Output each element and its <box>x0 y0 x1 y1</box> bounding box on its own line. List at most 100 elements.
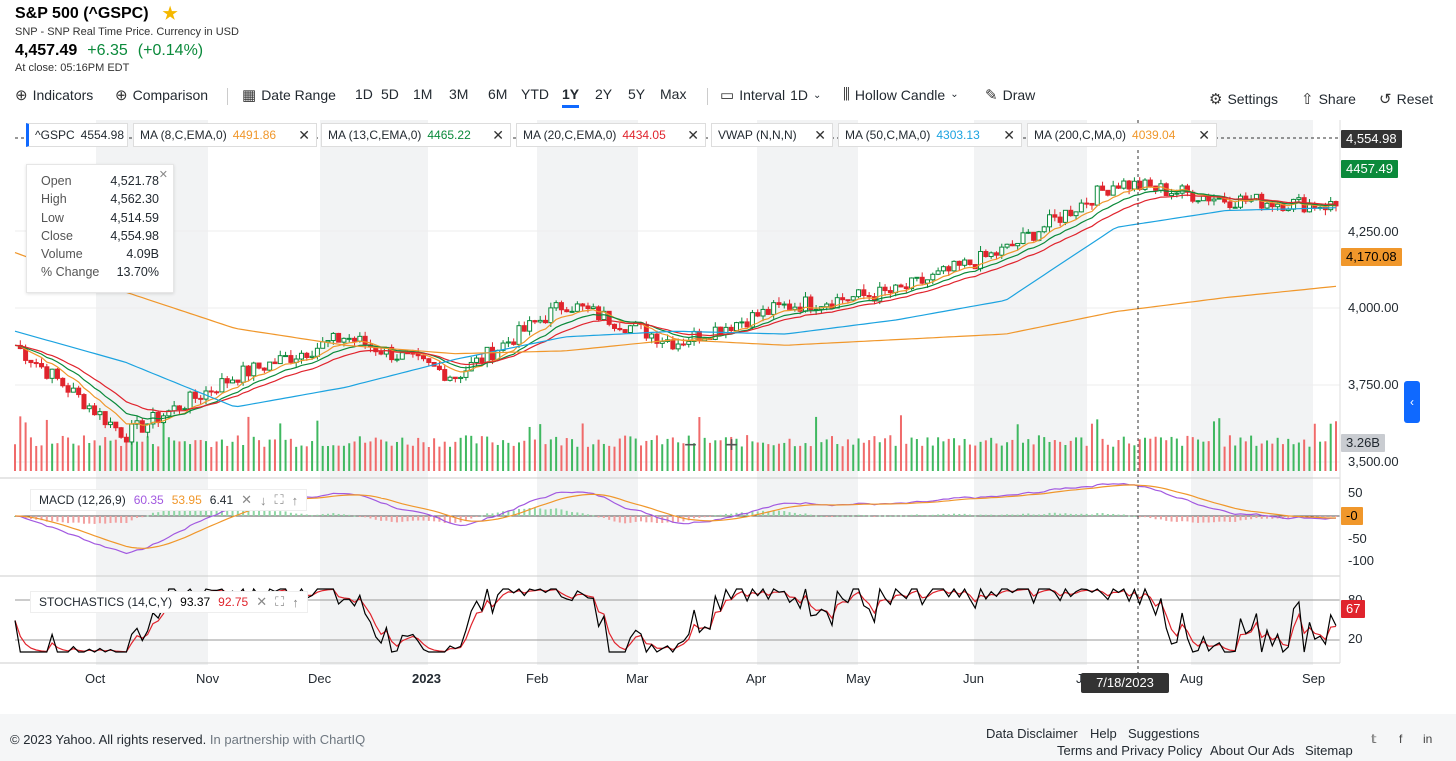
comparison-label: Comparison <box>132 87 209 103</box>
volume-bar <box>1313 423 1316 471</box>
macd-hist-bar <box>56 516 59 522</box>
macd-hist-bar <box>226 507 229 516</box>
ma200-line <box>14 252 1337 355</box>
help-link[interactable]: Help <box>1090 726 1117 741</box>
legend-chip[interactable]: MA (50,C,MA,0) 4303.13 ✕ <box>838 123 1022 147</box>
volume-bar <box>1011 439 1014 471</box>
range-2y[interactable]: 2Y <box>595 86 613 102</box>
range-max[interactable]: Max <box>660 86 687 102</box>
interval-button[interactable]: ▭ Interval 1D ⌄ <box>720 86 821 104</box>
reset-button[interactable]: ↺ Reset <box>1379 90 1433 108</box>
settings-button[interactable]: ⚙ Settings <box>1209 90 1278 108</box>
range-ytd[interactable]: YTD <box>521 86 549 102</box>
price-chart[interactable] <box>0 115 1456 695</box>
range-1y[interactable]: 1Y <box>562 86 580 108</box>
close-icon[interactable]: ✕ <box>158 169 168 181</box>
crosshair-date-tag: 7/18/2023 <box>1081 673 1169 693</box>
close-icon[interactable]: ✕ <box>687 126 699 143</box>
close-icon[interactable]: ✕ <box>298 126 310 143</box>
range-6m[interactable]: 6M <box>488 86 508 102</box>
suggestions-link[interactable]: Suggestions <box>1128 726 1200 741</box>
draw-button[interactable]: ✎ Draw <box>985 86 1035 104</box>
arrow-down-icon[interactable]: ↓ <box>260 492 267 508</box>
arrow-up-icon[interactable]: ↑ <box>291 492 299 508</box>
linkedin-icon[interactable]: in <box>1423 732 1433 746</box>
macd-hist-bar <box>273 511 276 516</box>
share-button[interactable]: ⇧ Share <box>1301 90 1356 108</box>
macd-hist-bar <box>915 514 918 516</box>
arrow-up-icon[interactable]: ↑ <box>292 594 299 610</box>
volume-bar <box>327 446 330 471</box>
macd-hist-bar <box>878 515 881 517</box>
x-axis-label: Feb <box>526 671 549 686</box>
macd-label: MACD (12,26,9) <box>39 493 126 507</box>
volume-bar <box>305 446 308 471</box>
terms-link[interactable]: Terms and Privacy Policy <box>1057 743 1203 758</box>
volume-bar <box>14 444 16 471</box>
legend-chip[interactable]: ^GSPC 4554.98 <box>26 123 128 147</box>
indicators-button[interactable]: ⊕ Indicators <box>15 86 93 104</box>
tooltip-value: 4,514.59 <box>110 210 159 225</box>
range-3m[interactable]: 3M <box>449 86 469 102</box>
zoom-in-button[interactable]: + <box>725 432 738 457</box>
expand-panel-button[interactable]: ‹ <box>1404 381 1420 423</box>
footer-copyright: © 2023 Yahoo. All rights reserved. In pa… <box>10 732 365 747</box>
expand-icon[interactable]: ⛶ <box>275 594 285 609</box>
close-icon[interactable]: ✕ <box>1003 126 1015 143</box>
legend-chip[interactable]: MA (13,C,EMA,0) 4465.22 ✕ <box>321 123 511 147</box>
candle-body <box>1264 202 1270 209</box>
close-icon[interactable]: ✕ <box>256 594 268 609</box>
macd-hist-bar <box>921 515 924 517</box>
macd-hist-bar <box>358 516 361 517</box>
macd-hist-bar <box>899 515 902 517</box>
volume-bar <box>210 446 213 471</box>
data-disclaimer-link[interactable]: Data Disclaimer <box>986 726 1078 741</box>
close-icon[interactable]: ✕ <box>241 492 253 507</box>
volume-bar <box>804 443 807 471</box>
volume-bar <box>136 441 139 471</box>
volume-bar <box>878 442 881 471</box>
volume-bar <box>459 437 462 471</box>
candle-body <box>54 368 60 379</box>
legend-chip[interactable]: VWAP (N,N,N) ✕ <box>711 123 833 147</box>
expand-icon[interactable]: ⛶ <box>274 492 284 507</box>
close-icon[interactable]: ✕ <box>814 126 826 143</box>
candle-body <box>1094 185 1100 206</box>
sitemap-link[interactable]: Sitemap <box>1305 743 1353 758</box>
macd-hist-bar <box>571 512 574 516</box>
volume-bar <box>1032 444 1035 471</box>
candle-body <box>97 411 103 416</box>
macd-hist-bar <box>311 515 314 517</box>
candle-body <box>1227 201 1233 208</box>
range-5d[interactable]: 5D <box>381 86 399 102</box>
candle-body <box>484 346 490 363</box>
close-icon[interactable]: ✕ <box>1198 126 1210 143</box>
about-ads-link[interactable]: About Our Ads <box>1210 743 1295 758</box>
chart-type-button[interactable]: ⫼ Hollow Candle ⌄ <box>843 86 959 103</box>
volume-bar <box>449 446 452 471</box>
close-icon[interactable]: ✕ <box>492 126 504 143</box>
volume-bar <box>852 444 855 471</box>
volume-bar <box>1096 419 1099 471</box>
macd-hist-bar <box>931 514 934 516</box>
facebook-icon[interactable]: f <box>1399 732 1403 746</box>
legend-chip[interactable]: MA (200,C,MA,0) 4039.04 ✕ <box>1027 123 1217 147</box>
candle-body <box>532 320 538 323</box>
range-1d[interactable]: 1D <box>355 86 373 102</box>
macd-hist-bar <box>45 516 48 522</box>
volume-bar <box>284 439 287 471</box>
date-range-button[interactable]: ▦ Date Range <box>242 86 336 104</box>
tooltip-row: Volume 4.09B <box>41 247 159 265</box>
star-icon[interactable]: ★ <box>162 4 178 23</box>
legend-chip[interactable]: MA (8,C,EMA,0) 4491.86 ✕ <box>133 123 317 147</box>
range-5y[interactable]: 5Y <box>628 86 646 102</box>
range-1m[interactable]: 1M <box>413 86 433 102</box>
comparison-button[interactable]: ⊕ Comparison <box>115 86 208 104</box>
zoom-out-button[interactable]: − <box>684 432 697 457</box>
volume-bar <box>178 441 181 471</box>
volume-bar <box>342 445 345 471</box>
candle-body <box>1110 185 1116 196</box>
twitter-icon[interactable]: 𝕥 <box>1371 732 1377 746</box>
candle-body <box>781 303 787 306</box>
legend-chip[interactable]: MA (20,C,EMA,0) 4434.05 ✕ <box>516 123 706 147</box>
